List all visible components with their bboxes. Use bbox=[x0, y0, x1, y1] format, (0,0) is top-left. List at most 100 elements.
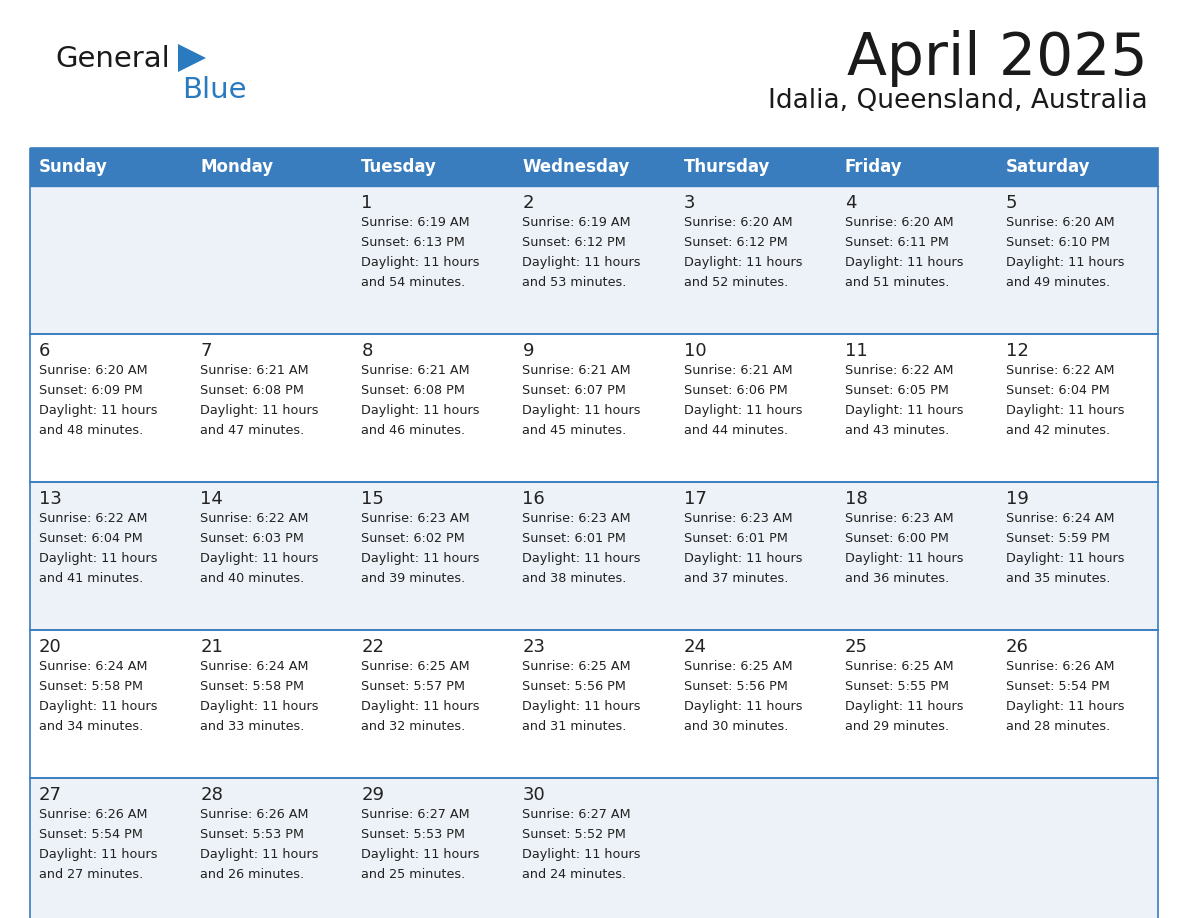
Text: Sunrise: 6:23 AM: Sunrise: 6:23 AM bbox=[845, 512, 953, 525]
Text: Sunset: 6:13 PM: Sunset: 6:13 PM bbox=[361, 236, 466, 249]
Text: Sunset: 6:04 PM: Sunset: 6:04 PM bbox=[39, 532, 143, 545]
Text: and 43 minutes.: and 43 minutes. bbox=[845, 424, 949, 437]
Text: Sunrise: 6:26 AM: Sunrise: 6:26 AM bbox=[39, 808, 147, 821]
Text: 15: 15 bbox=[361, 490, 384, 508]
Text: and 29 minutes.: and 29 minutes. bbox=[845, 720, 949, 733]
Text: Sunrise: 6:25 AM: Sunrise: 6:25 AM bbox=[361, 660, 470, 673]
Bar bbox=[30, 148, 1158, 186]
Text: and 44 minutes.: and 44 minutes. bbox=[683, 424, 788, 437]
Text: Daylight: 11 hours: Daylight: 11 hours bbox=[845, 256, 963, 269]
Text: Sunset: 6:12 PM: Sunset: 6:12 PM bbox=[523, 236, 626, 249]
Text: 26: 26 bbox=[1006, 638, 1029, 656]
Text: 12: 12 bbox=[1006, 342, 1029, 360]
Text: Wednesday: Wednesday bbox=[523, 158, 630, 176]
Text: 8: 8 bbox=[361, 342, 373, 360]
Text: Sunset: 6:08 PM: Sunset: 6:08 PM bbox=[200, 384, 304, 397]
Text: and 37 minutes.: and 37 minutes. bbox=[683, 572, 788, 585]
Text: Sunrise: 6:21 AM: Sunrise: 6:21 AM bbox=[200, 364, 309, 377]
Text: Daylight: 11 hours: Daylight: 11 hours bbox=[523, 552, 642, 565]
Text: Idalia, Queensland, Australia: Idalia, Queensland, Australia bbox=[769, 88, 1148, 114]
Text: Sunset: 5:52 PM: Sunset: 5:52 PM bbox=[523, 828, 626, 841]
Text: Sunrise: 6:21 AM: Sunrise: 6:21 AM bbox=[361, 364, 470, 377]
Text: Sunrise: 6:20 AM: Sunrise: 6:20 AM bbox=[845, 216, 953, 229]
Text: Sunrise: 6:22 AM: Sunrise: 6:22 AM bbox=[39, 512, 147, 525]
Text: Sunset: 5:56 PM: Sunset: 5:56 PM bbox=[523, 680, 626, 693]
Text: Daylight: 11 hours: Daylight: 11 hours bbox=[683, 700, 802, 713]
Text: and 32 minutes.: and 32 minutes. bbox=[361, 720, 466, 733]
Text: 4: 4 bbox=[845, 194, 857, 212]
Text: 25: 25 bbox=[845, 638, 867, 656]
Text: Sunday: Sunday bbox=[39, 158, 108, 176]
Text: Sunset: 6:11 PM: Sunset: 6:11 PM bbox=[845, 236, 948, 249]
Text: Daylight: 11 hours: Daylight: 11 hours bbox=[523, 848, 642, 861]
Text: Daylight: 11 hours: Daylight: 11 hours bbox=[361, 700, 480, 713]
Text: Daylight: 11 hours: Daylight: 11 hours bbox=[361, 552, 480, 565]
Text: Thursday: Thursday bbox=[683, 158, 770, 176]
Text: Sunset: 6:08 PM: Sunset: 6:08 PM bbox=[361, 384, 466, 397]
Text: and 36 minutes.: and 36 minutes. bbox=[845, 572, 949, 585]
Text: and 46 minutes.: and 46 minutes. bbox=[361, 424, 466, 437]
Text: Sunrise: 6:22 AM: Sunrise: 6:22 AM bbox=[1006, 364, 1114, 377]
Polygon shape bbox=[178, 44, 206, 72]
Text: and 24 minutes.: and 24 minutes. bbox=[523, 868, 626, 881]
Text: Sunset: 6:06 PM: Sunset: 6:06 PM bbox=[683, 384, 788, 397]
Text: Sunrise: 6:19 AM: Sunrise: 6:19 AM bbox=[523, 216, 631, 229]
Text: 28: 28 bbox=[200, 786, 223, 804]
Text: Sunset: 6:12 PM: Sunset: 6:12 PM bbox=[683, 236, 788, 249]
Bar bbox=[30, 630, 1158, 778]
Text: Sunrise: 6:26 AM: Sunrise: 6:26 AM bbox=[200, 808, 309, 821]
Text: Sunrise: 6:26 AM: Sunrise: 6:26 AM bbox=[1006, 660, 1114, 673]
Text: Sunrise: 6:23 AM: Sunrise: 6:23 AM bbox=[361, 512, 470, 525]
Text: Sunrise: 6:25 AM: Sunrise: 6:25 AM bbox=[845, 660, 953, 673]
Text: Daylight: 11 hours: Daylight: 11 hours bbox=[361, 404, 480, 417]
Text: Sunset: 5:56 PM: Sunset: 5:56 PM bbox=[683, 680, 788, 693]
Text: and 47 minutes.: and 47 minutes. bbox=[200, 424, 304, 437]
Text: Sunrise: 6:23 AM: Sunrise: 6:23 AM bbox=[523, 512, 631, 525]
Text: Sunrise: 6:24 AM: Sunrise: 6:24 AM bbox=[39, 660, 147, 673]
Text: Sunrise: 6:23 AM: Sunrise: 6:23 AM bbox=[683, 512, 792, 525]
Text: Sunrise: 6:21 AM: Sunrise: 6:21 AM bbox=[683, 364, 792, 377]
Text: Sunrise: 6:20 AM: Sunrise: 6:20 AM bbox=[683, 216, 792, 229]
Text: Daylight: 11 hours: Daylight: 11 hours bbox=[523, 700, 642, 713]
Text: 9: 9 bbox=[523, 342, 533, 360]
Text: and 25 minutes.: and 25 minutes. bbox=[361, 868, 466, 881]
Text: 7: 7 bbox=[200, 342, 211, 360]
Text: Daylight: 11 hours: Daylight: 11 hours bbox=[1006, 404, 1124, 417]
Text: 23: 23 bbox=[523, 638, 545, 656]
Text: Daylight: 11 hours: Daylight: 11 hours bbox=[683, 552, 802, 565]
Text: Sunrise: 6:25 AM: Sunrise: 6:25 AM bbox=[683, 660, 792, 673]
Text: Daylight: 11 hours: Daylight: 11 hours bbox=[200, 552, 318, 565]
Text: and 31 minutes.: and 31 minutes. bbox=[523, 720, 627, 733]
Text: Tuesday: Tuesday bbox=[361, 158, 437, 176]
Text: Daylight: 11 hours: Daylight: 11 hours bbox=[200, 404, 318, 417]
Text: Sunset: 5:59 PM: Sunset: 5:59 PM bbox=[1006, 532, 1110, 545]
Text: Daylight: 11 hours: Daylight: 11 hours bbox=[361, 256, 480, 269]
Text: and 38 minutes.: and 38 minutes. bbox=[523, 572, 627, 585]
Text: Sunrise: 6:24 AM: Sunrise: 6:24 AM bbox=[1006, 512, 1114, 525]
Bar bbox=[30, 482, 1158, 630]
Text: Sunset: 6:00 PM: Sunset: 6:00 PM bbox=[845, 532, 948, 545]
Text: 24: 24 bbox=[683, 638, 707, 656]
Text: Sunset: 6:07 PM: Sunset: 6:07 PM bbox=[523, 384, 626, 397]
Text: Daylight: 11 hours: Daylight: 11 hours bbox=[200, 848, 318, 861]
Text: and 34 minutes.: and 34 minutes. bbox=[39, 720, 144, 733]
Text: Sunset: 5:58 PM: Sunset: 5:58 PM bbox=[39, 680, 143, 693]
Text: 17: 17 bbox=[683, 490, 707, 508]
Text: Daylight: 11 hours: Daylight: 11 hours bbox=[683, 256, 802, 269]
Text: 1: 1 bbox=[361, 194, 373, 212]
Text: Daylight: 11 hours: Daylight: 11 hours bbox=[845, 404, 963, 417]
Text: 20: 20 bbox=[39, 638, 62, 656]
Text: Daylight: 11 hours: Daylight: 11 hours bbox=[200, 700, 318, 713]
Text: Sunrise: 6:20 AM: Sunrise: 6:20 AM bbox=[1006, 216, 1114, 229]
Text: 3: 3 bbox=[683, 194, 695, 212]
Text: 21: 21 bbox=[200, 638, 223, 656]
Text: Sunset: 5:54 PM: Sunset: 5:54 PM bbox=[1006, 680, 1110, 693]
Text: and 51 minutes.: and 51 minutes. bbox=[845, 276, 949, 289]
Text: 16: 16 bbox=[523, 490, 545, 508]
Bar bbox=[30, 148, 1158, 918]
Text: and 33 minutes.: and 33 minutes. bbox=[200, 720, 304, 733]
Text: Saturday: Saturday bbox=[1006, 158, 1091, 176]
Text: 6: 6 bbox=[39, 342, 50, 360]
Text: and 53 minutes.: and 53 minutes. bbox=[523, 276, 627, 289]
Text: Sunset: 6:04 PM: Sunset: 6:04 PM bbox=[1006, 384, 1110, 397]
